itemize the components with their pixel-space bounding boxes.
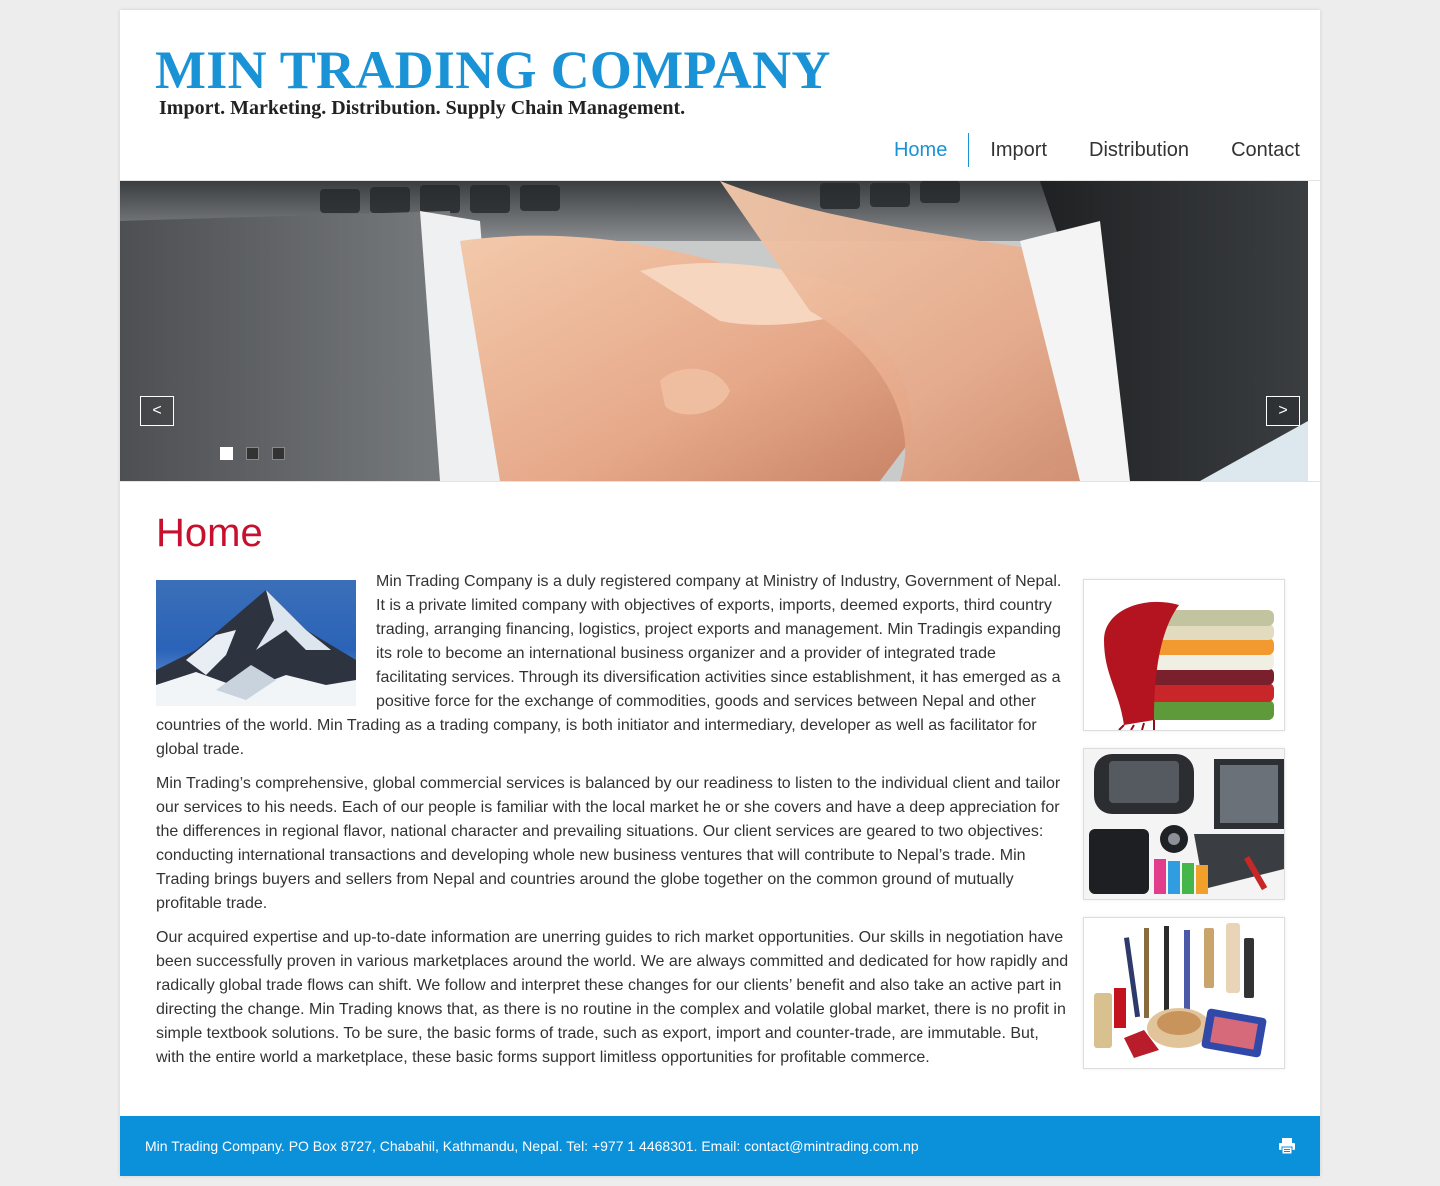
main-nav: Home Import Distribution Contact: [873, 133, 1300, 167]
everest-image: [156, 580, 356, 706]
nav-item-contact[interactable]: Contact: [1231, 139, 1300, 161]
slider-divider: [120, 481, 1320, 482]
slider-dot-3[interactable]: [272, 447, 285, 460]
hero-slider[interactable]: < >: [120, 181, 1308, 481]
slider-dot-1[interactable]: [220, 447, 233, 460]
header-divider: [120, 180, 1320, 181]
main-content: Min Trading Company is a duly registered…: [156, 570, 1070, 1080]
site-footer: Min Trading Company. PO Box 8727, Chabah…: [120, 1116, 1320, 1176]
footer-contact-text: Min Trading Company. PO Box 8727, Chabah…: [145, 1138, 919, 1154]
intro-paragraph-1: Min Trading Company is a duly registered…: [156, 573, 1062, 758]
site-tagline: Import. Marketing. Distribution. Supply …: [159, 97, 686, 119]
slider-pagination: [220, 447, 298, 460]
printer-icon[interactable]: [1278, 1137, 1296, 1155]
slider-next-button[interactable]: >: [1266, 396, 1300, 426]
page-container: MIN TRADING COMPANY Import. Marketing. D…: [120, 10, 1320, 1176]
page-title: Home: [156, 511, 263, 555]
nav-item-home[interactable]: Home: [873, 133, 970, 167]
nav-item-import[interactable]: Import: [990, 139, 1048, 161]
cosmetics-image: [1083, 917, 1285, 1069]
slider-dot-2[interactable]: [246, 447, 259, 460]
electronics-image: [1083, 748, 1285, 900]
slider-prev-button[interactable]: <: [140, 396, 174, 426]
site-title[interactable]: MIN TRADING COMPANY: [155, 40, 831, 100]
intro-paragraph-3: Our acquired expertise and up-to-date in…: [156, 929, 1069, 1066]
handshake-image: [120, 181, 1308, 481]
textiles-image: [1083, 579, 1285, 731]
nav-item-distribution[interactable]: Distribution: [1089, 139, 1190, 161]
intro-paragraph-2: Min Trading’s comprehensive, global comm…: [156, 775, 1061, 912]
